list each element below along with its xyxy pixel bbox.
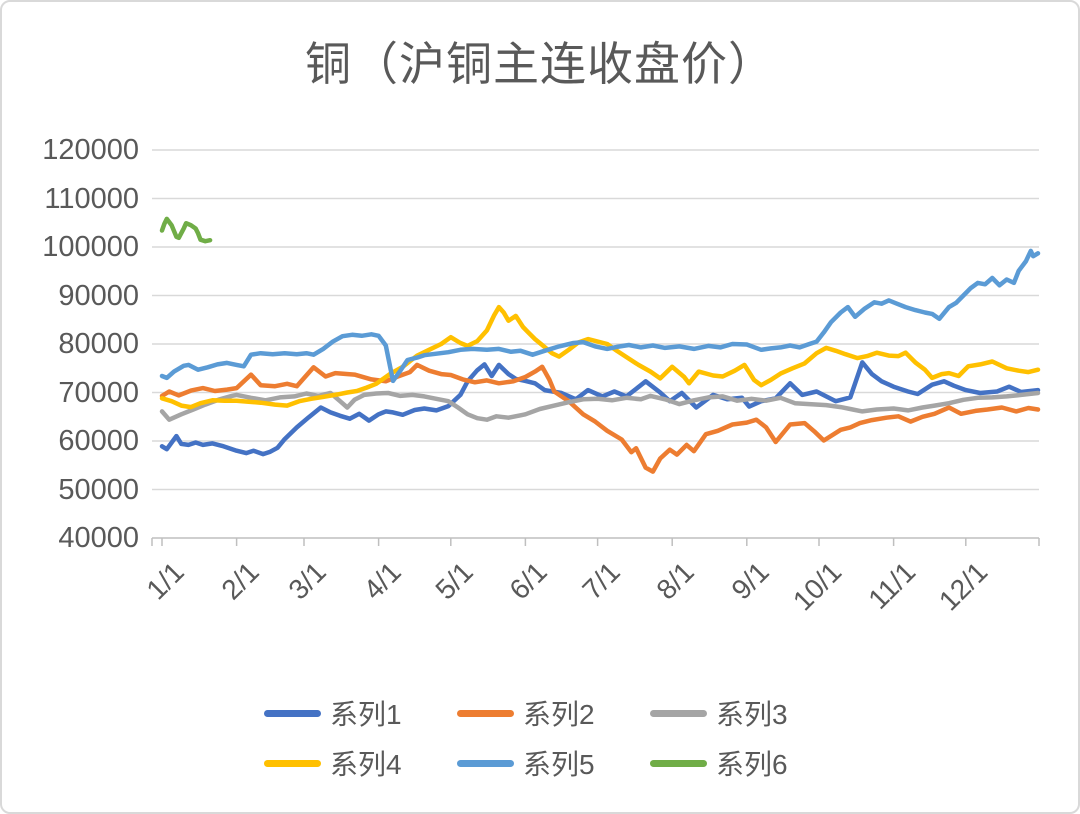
legend-item-3: 系列3 (650, 688, 843, 738)
x-tick-label: 8/1 (650, 556, 701, 606)
x-tick-label: 6/1 (503, 556, 554, 606)
y-tick-label: 70000 (58, 376, 139, 409)
x-tick-label: 1/1 (140, 556, 190, 606)
legend-label: 系列4 (330, 749, 402, 780)
legend-item-6: 系列6 (650, 738, 843, 788)
y-tick-label: 90000 (58, 279, 139, 312)
y-tick-label: 40000 (58, 522, 139, 554)
series-line-3 (159, 390, 1041, 422)
x-tick-label: 3/1 (282, 556, 332, 606)
series-line-6 (159, 216, 213, 244)
legend-label: 系列2 (523, 699, 595, 730)
legend-swatch-icon (650, 709, 707, 717)
legend: 系列1 系列2 系列3 系列4 系列5 系列6 (264, 688, 843, 788)
legend-item-1: 系列1 (264, 688, 457, 738)
y-tick-label: 100000 (42, 231, 139, 263)
x-tick-label: 4/1 (357, 556, 407, 606)
y-axis: 120000 110000 100000 90000 80000 70000 60000 50… (2, 2, 139, 602)
legend-swatch-icon (457, 759, 514, 767)
series-line-4 (159, 304, 1041, 410)
legend-swatch-icon (457, 709, 514, 717)
x-tick-label: 10/1 (786, 556, 847, 617)
x-tick-label: 9/1 (725, 556, 775, 606)
chart-title: 铜（沪铜主连收盘价） (305, 38, 775, 90)
legend-item-4: 系列4 (264, 738, 457, 788)
y-tick-label: 120000 (42, 134, 139, 166)
y-tick-label: 110000 (44, 182, 139, 215)
x-tick-label: 11/1 (862, 556, 922, 615)
legend-swatch-icon (264, 709, 321, 717)
x-tick-label: 5/1 (429, 556, 479, 606)
legend-swatch-icon (264, 759, 321, 767)
x-tick-label: 2/1 (215, 556, 265, 606)
legend-item-2: 系列2 (457, 688, 650, 738)
y-tick-label: 60000 (58, 425, 139, 457)
legend-label: 系列6 (716, 749, 788, 780)
legend-item-5: 系列5 (457, 738, 650, 788)
legend-swatch-icon (650, 759, 707, 767)
legend-label: 系列1 (330, 699, 402, 730)
legend-label: 系列3 (716, 699, 788, 730)
y-tick-label: 50000 (58, 473, 139, 506)
x-tick-label: 7/1 (576, 556, 626, 606)
legend-label: 系列5 (523, 749, 595, 780)
y-tick-label: 80000 (58, 328, 139, 360)
x-axis: 1/1 2/1 3/1 4/1 5/1 6/1 7/1 8/1 9/1 10/1 11/1 12/1 (2, 2, 1078, 662)
series-line-5 (159, 248, 1041, 384)
x-tick-label: 12/1 (933, 556, 994, 617)
series-line-2 (159, 362, 1041, 474)
